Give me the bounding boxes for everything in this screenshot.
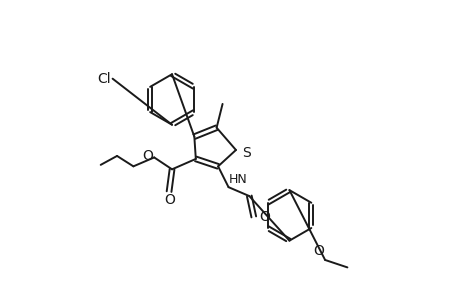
Text: HN: HN	[229, 173, 247, 186]
Text: O: O	[142, 149, 153, 163]
Text: S: S	[242, 146, 251, 160]
Text: Cl: Cl	[97, 72, 111, 86]
Text: O: O	[258, 210, 269, 224]
Text: O: O	[312, 244, 323, 259]
Text: O: O	[164, 193, 175, 207]
